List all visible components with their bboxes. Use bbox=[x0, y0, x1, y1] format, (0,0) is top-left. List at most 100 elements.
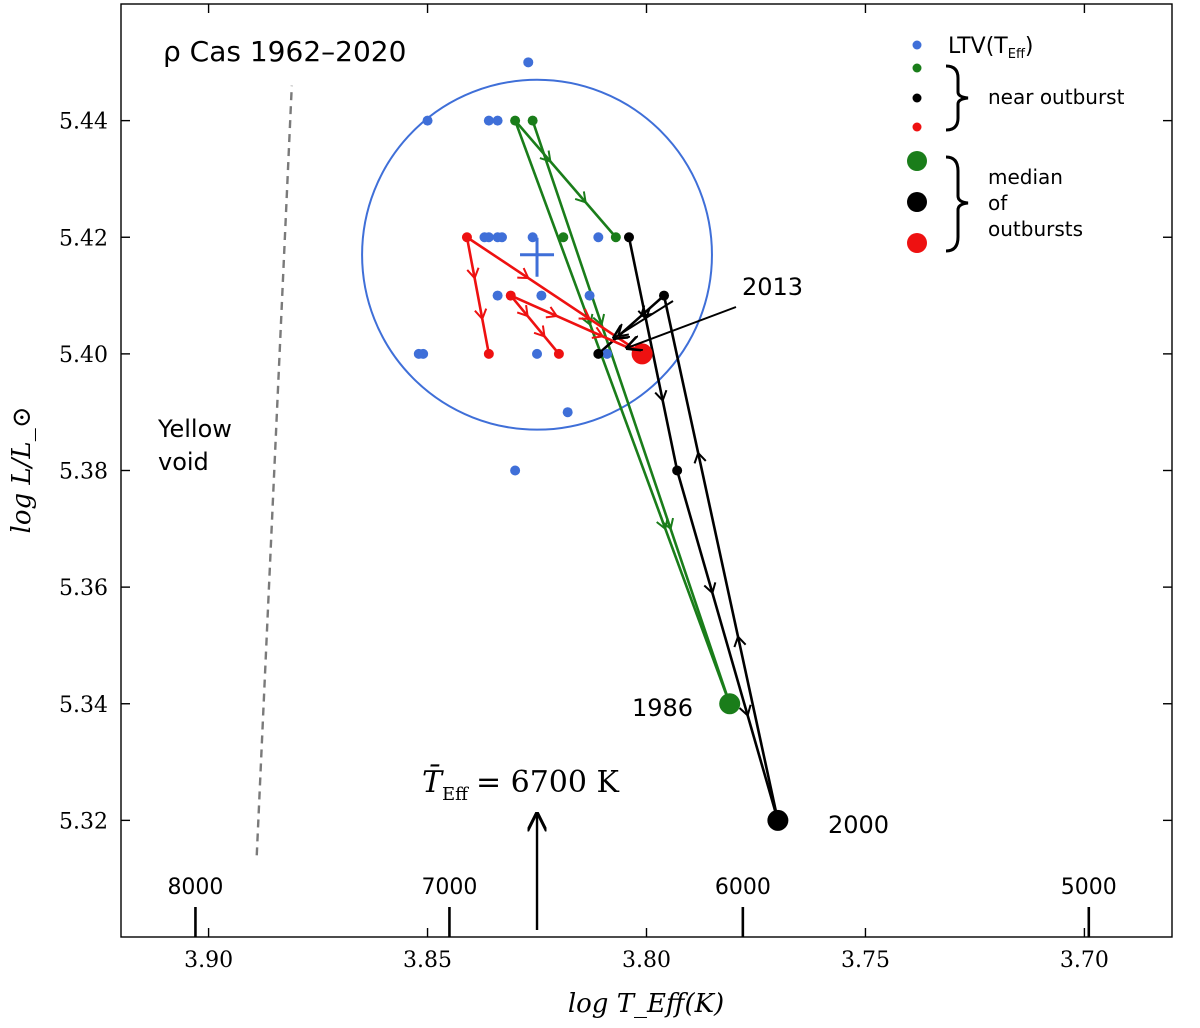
x-tick-label: 3.85 bbox=[403, 948, 452, 973]
y-tick-label: 5.40 bbox=[59, 343, 108, 368]
ltv-point bbox=[496, 232, 507, 243]
legend-median-red bbox=[907, 233, 927, 253]
median-outburst-point bbox=[767, 809, 789, 831]
track-arrow-1-0-b bbox=[654, 389, 668, 403]
ltv-point bbox=[483, 115, 494, 126]
track-1-3 bbox=[597, 294, 665, 355]
median-outburst-point bbox=[631, 343, 653, 365]
legend-near-label: near outburst bbox=[988, 85, 1125, 109]
near-outburst-point bbox=[672, 465, 683, 476]
y-tick-label: 5.32 bbox=[59, 809, 108, 834]
track-arrow-0-2-b bbox=[574, 191, 587, 204]
near-outburst-point bbox=[527, 115, 538, 126]
legend-near-red bbox=[912, 122, 922, 132]
track-0-1 bbox=[531, 120, 731, 705]
ltv-point bbox=[510, 465, 521, 476]
temp-scale-label: 8000 bbox=[167, 875, 223, 900]
yellow-void-boundary bbox=[255, 85, 293, 856]
label-1986: 1986 bbox=[632, 694, 693, 722]
near-outburst-point bbox=[558, 232, 569, 243]
track-arrow-1-1-a bbox=[703, 582, 717, 595]
ltv-point bbox=[562, 407, 573, 418]
track-arrow-2-1-a bbox=[517, 267, 530, 280]
x-axis-title: log T_Eff(K) bbox=[568, 989, 724, 1019]
track-1-0 bbox=[627, 236, 679, 471]
track-0-2 bbox=[514, 119, 617, 239]
ltv-circle bbox=[361, 78, 713, 431]
track-1-1 bbox=[675, 470, 780, 821]
chart-title: ρ Cas 1962–2020 bbox=[163, 35, 406, 68]
near-outburst-point bbox=[483, 348, 494, 359]
track-arrow-1-3-a bbox=[639, 305, 653, 318]
near-outburst-point bbox=[593, 348, 604, 359]
ltv-point bbox=[593, 232, 604, 243]
track-arrow-1-2-b bbox=[693, 451, 707, 464]
ltv-point bbox=[483, 232, 494, 243]
ltv-point bbox=[492, 115, 503, 126]
label-2000: 2000 bbox=[828, 811, 889, 839]
near-outburst-point bbox=[505, 290, 516, 301]
x-tick-label: 3.70 bbox=[1060, 948, 1109, 973]
yellow-void-label-2: void bbox=[158, 448, 209, 476]
ltv-point bbox=[418, 348, 429, 359]
track-arrow-2-2-a bbox=[516, 304, 529, 318]
track-arrow-2-0-a bbox=[466, 267, 480, 280]
ltv-point bbox=[523, 57, 534, 68]
track-arrow-0-0-b bbox=[656, 517, 669, 531]
ltv-point bbox=[602, 348, 613, 359]
legend-brace-median bbox=[945, 155, 969, 253]
near-outburst-point bbox=[553, 348, 564, 359]
near-outburst-point bbox=[623, 232, 634, 243]
mean-temp-label: T̄Eff = 6700 K bbox=[422, 764, 620, 805]
track-1-2 bbox=[662, 295, 780, 821]
arrow-2013-a bbox=[627, 306, 737, 348]
ltv-point bbox=[584, 290, 595, 301]
track-arrow-2-2-b bbox=[533, 325, 546, 338]
ltv-point bbox=[532, 348, 543, 359]
track-arrow-2-3-a bbox=[545, 306, 559, 319]
x-tick-label: 3.80 bbox=[622, 948, 671, 973]
y-tick-label: 5.44 bbox=[59, 110, 108, 135]
near-outburst-point bbox=[461, 232, 472, 243]
temp-scale-label: 5000 bbox=[1061, 875, 1117, 900]
temp-scale-label: 7000 bbox=[421, 875, 477, 900]
ltv-point bbox=[536, 290, 547, 301]
temp-scale-label: 6000 bbox=[715, 875, 771, 900]
legend-ltv-label: LTV(TEff) bbox=[948, 34, 1034, 62]
legend-median-label-2: of bbox=[988, 191, 1008, 215]
near-outburst-point bbox=[510, 115, 521, 126]
track-2-3 bbox=[510, 294, 643, 356]
track-arrow-1-2-a bbox=[733, 634, 747, 648]
track-arrow-1-1-b bbox=[738, 704, 752, 718]
track-arrow-0-2-a bbox=[539, 150, 552, 163]
arrow-2013-b bbox=[614, 300, 674, 338]
median-outburst-point bbox=[719, 693, 741, 715]
legend-near-black bbox=[912, 93, 922, 103]
legend-median-black bbox=[907, 192, 927, 212]
ltv-point bbox=[492, 290, 503, 301]
legend-median-label-1: median bbox=[988, 165, 1063, 189]
plot-frame bbox=[120, 3, 1173, 938]
x-tick-label: 3.75 bbox=[841, 948, 890, 973]
legend-brace-near bbox=[945, 64, 969, 132]
ltv-point bbox=[527, 232, 538, 243]
track-2-2 bbox=[509, 294, 560, 355]
near-outburst-point bbox=[659, 290, 670, 301]
ltv-point bbox=[422, 115, 433, 126]
track-arrow-2-0-b bbox=[474, 308, 488, 321]
track-arrow-0-1-a bbox=[592, 313, 606, 327]
label-2013: 2013 bbox=[742, 273, 803, 301]
track-arrow-0-0-a bbox=[580, 313, 594, 327]
y-tick-label: 5.36 bbox=[59, 576, 108, 601]
y-tick-label: 5.38 bbox=[59, 460, 108, 485]
y-tick-label: 5.34 bbox=[59, 693, 108, 718]
y-axis-title: log L/L_⊙ bbox=[7, 407, 37, 534]
legend-ltv-marker bbox=[912, 40, 922, 50]
track-2-0 bbox=[465, 237, 491, 355]
track-arrow-2-3-b bbox=[591, 326, 605, 339]
track-arrow-2-1-b bbox=[578, 308, 592, 320]
track-0-0 bbox=[513, 120, 731, 705]
near-outburst-point bbox=[610, 232, 621, 243]
